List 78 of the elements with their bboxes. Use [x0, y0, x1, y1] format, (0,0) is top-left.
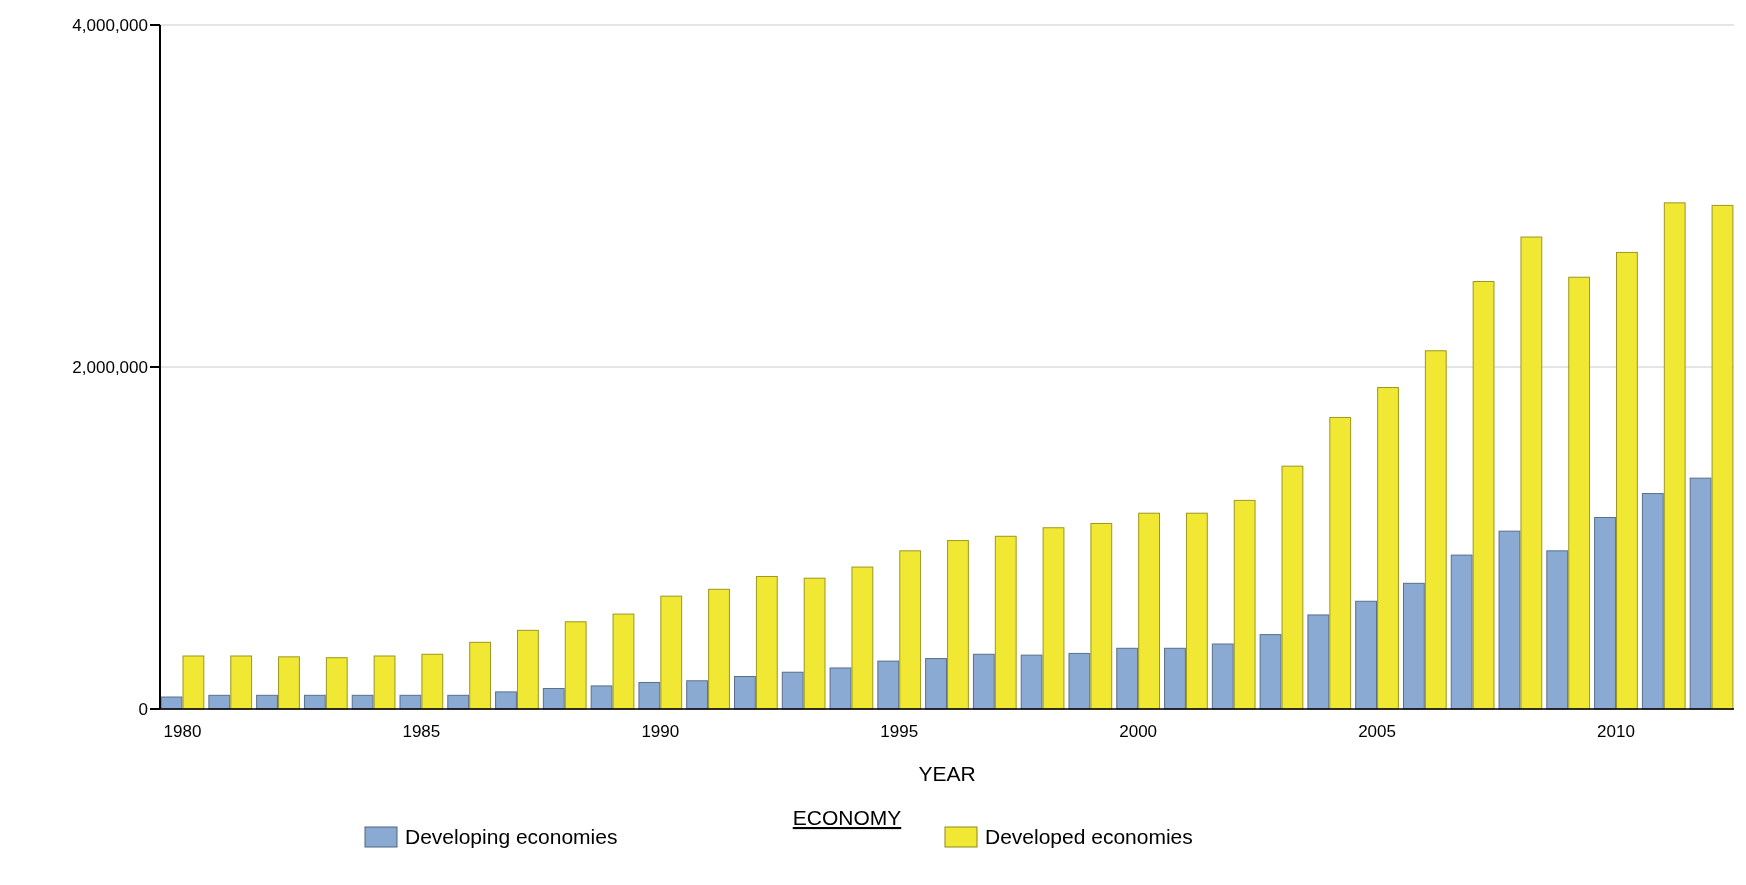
bar: [829, 667, 852, 710]
x-tick-label: 1995: [880, 722, 919, 741]
bar: [1568, 276, 1591, 710]
bar: [660, 595, 683, 710]
bar: [1498, 530, 1521, 710]
bar: [542, 687, 565, 710]
x-tick-label: 2005: [1358, 722, 1396, 741]
x-axis-title: YEAR: [918, 762, 976, 785]
bar: [1450, 554, 1473, 710]
bar: [256, 694, 278, 710]
bar: [947, 540, 969, 710]
y-tick-label: 0: [138, 699, 148, 719]
bar: [1520, 236, 1543, 710]
bar: [303, 694, 326, 710]
bar: [1138, 512, 1160, 710]
bar: [1402, 582, 1425, 710]
bar: [1281, 465, 1304, 710]
bar: [925, 658, 947, 710]
bar: [638, 682, 661, 710]
bar: [421, 653, 444, 710]
bar: [1068, 652, 1091, 710]
bar: [1424, 350, 1447, 710]
bar: [469, 641, 492, 710]
bar: [1185, 512, 1208, 710]
bar: [708, 588, 730, 710]
bar: [399, 694, 422, 710]
bar: [877, 660, 900, 710]
bar: [516, 629, 539, 710]
bar: [1164, 647, 1186, 710]
bar: [851, 566, 874, 710]
bar: [1594, 516, 1616, 710]
bar: [781, 671, 804, 710]
bar: [1090, 522, 1113, 710]
bar: [899, 550, 922, 710]
bar: [1377, 387, 1399, 710]
bar: [1355, 600, 1378, 710]
bar: [1042, 527, 1065, 710]
bar: [495, 691, 517, 710]
legend-label: Developing economies: [405, 825, 618, 849]
x-tick-label: 2000: [1119, 722, 1158, 741]
bar: [1233, 499, 1256, 710]
x-tick-label: 2010: [1597, 722, 1635, 741]
y-tick-label: 2,000,000: [72, 357, 148, 377]
bar: [1616, 251, 1638, 710]
bar: [447, 694, 470, 710]
bar: [564, 621, 587, 710]
x-tick-label: 1985: [402, 722, 441, 741]
bar: [612, 613, 635, 710]
bar: [182, 655, 205, 710]
bar: [230, 655, 253, 710]
bar: [1641, 493, 1664, 710]
bar: [1663, 202, 1686, 710]
bar: [1116, 647, 1139, 710]
bar: [325, 657, 348, 710]
bar: [1689, 477, 1712, 710]
bar: [373, 655, 396, 710]
bar: [1307, 614, 1330, 710]
bar: [1472, 281, 1495, 710]
bar: [1546, 550, 1569, 710]
bar: [734, 676, 756, 710]
x-tick-label: 1980: [163, 722, 202, 741]
bar: [1329, 416, 1352, 710]
bar: [803, 577, 826, 710]
bar: [1211, 643, 1234, 710]
bar: [994, 535, 1017, 710]
legend-title: ECONOMY: [792, 806, 902, 829]
y-tick-label: 4,000,000: [72, 15, 148, 35]
x-tick-label: 1990: [641, 722, 680, 741]
bar: [755, 575, 778, 710]
bar: [208, 694, 231, 710]
bar: [278, 656, 300, 710]
bar: [590, 685, 613, 710]
bar: [1259, 634, 1282, 710]
legend-label: Developed economies: [985, 825, 1193, 849]
bar: [686, 680, 709, 710]
bar: [1020, 654, 1043, 710]
bar: [1711, 204, 1734, 710]
bar: [972, 653, 995, 710]
